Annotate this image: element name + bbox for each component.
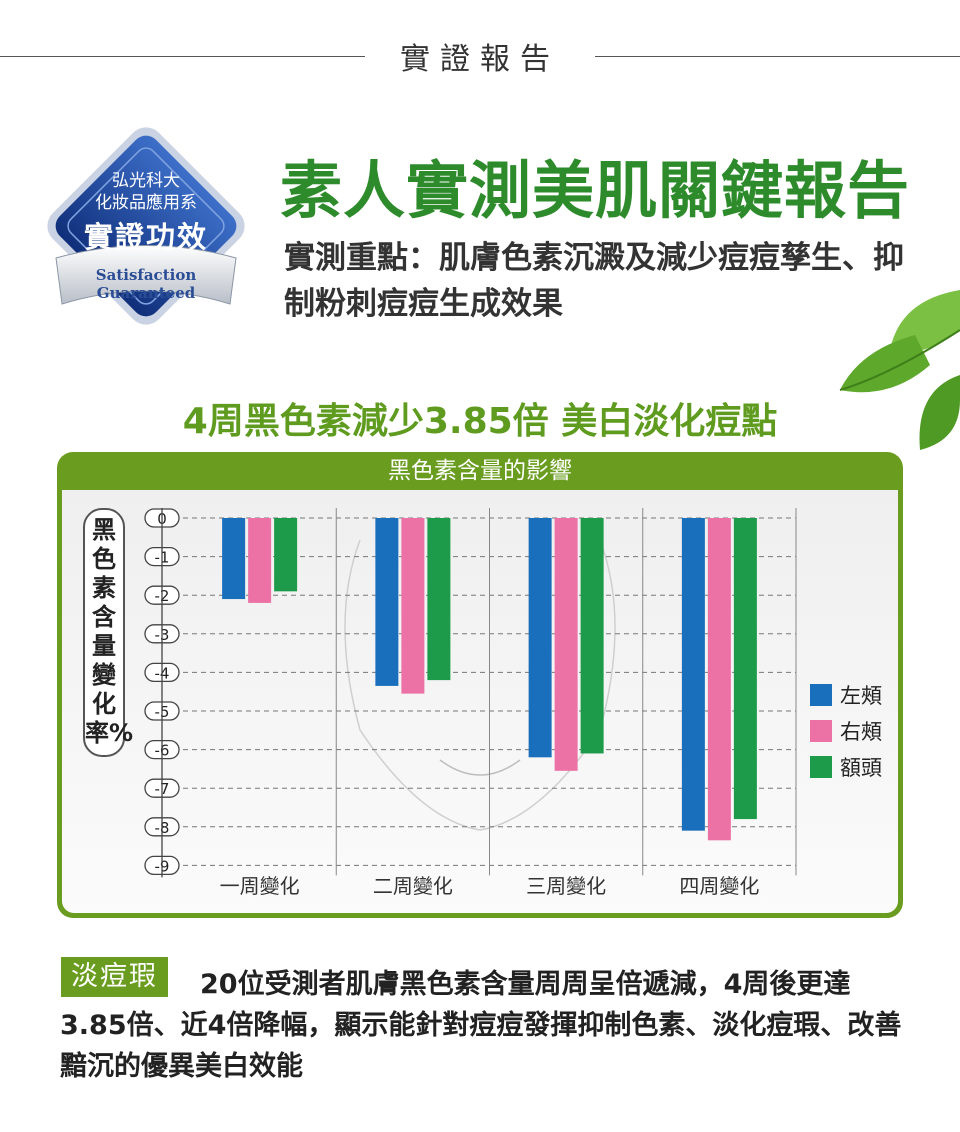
face-sketch-icon: [344, 539, 616, 831]
chart-area: [62, 490, 898, 913]
bar-右頰: [401, 518, 425, 694]
badge-line1: 弘光科大: [112, 171, 180, 191]
badge-ribbon-line2: Guaranteed: [96, 284, 196, 302]
x-tick-label: 二周變化: [373, 874, 453, 898]
legend-label: 左頰: [840, 684, 882, 708]
badge-diamond-icon: [47, 127, 245, 325]
bar-右頰: [554, 518, 578, 771]
badge-line3: 實證功效: [83, 220, 208, 254]
x-tick-label: 三周變化: [526, 874, 606, 898]
chart-title: 黑色素含量的影響: [388, 458, 572, 484]
bar-左頰: [375, 518, 399, 686]
bar-額頭: [580, 518, 604, 754]
x-tick-label: 一周變化: [220, 874, 300, 898]
legend-label: 右頰: [840, 720, 882, 744]
badge-line2: 化妝品應用系: [95, 193, 197, 213]
header-rule-left: [0, 56, 365, 57]
focus-text: 實測重點：肌膚色素沉澱及減少痘痘孳生、抑制粉刺痘痘生成效果: [284, 240, 904, 322]
bar-額頭: [427, 518, 451, 681]
footer-description: 20位受測者肌膚黑色素含量周周呈倍遞減，4周後更達3.85倍、近4倍降幅，顯示能…: [60, 969, 902, 1082]
bar-右頰: [248, 518, 272, 603]
main-title: 素人實測美肌關鍵報告: [280, 154, 911, 227]
bar-額頭: [274, 518, 298, 592]
certification-badge: 弘光科大 化妝品應用系 實證功效 Satisfaction Guaranteed: [28, 108, 264, 344]
bar-左頰: [681, 518, 705, 831]
badge-ribbon-line1: Satisfaction: [95, 266, 197, 284]
bar-額頭: [733, 518, 757, 820]
leaf-icon: [839, 290, 960, 450]
legend-swatch: [810, 756, 832, 778]
chart-panel: 黑色素含量的影響: [57, 452, 903, 918]
legend-swatch: [810, 720, 832, 742]
bar-左頰: [528, 518, 552, 758]
header-title: 實證報告: [400, 42, 560, 77]
x-tick-label: 四周變化: [679, 874, 759, 898]
footer-tag: 淡痘瑕: [61, 957, 168, 997]
legend-swatch: [810, 684, 832, 706]
bar-左頰: [222, 518, 246, 600]
lips-sketch-icon: [439, 759, 521, 776]
legend-label: 額頭: [840, 756, 882, 780]
chart-subtitle: 4周黑色素減少3.85倍 美白淡化痘點: [182, 401, 778, 442]
header-rule-right: [595, 56, 960, 57]
bar-右頰: [707, 518, 731, 841]
